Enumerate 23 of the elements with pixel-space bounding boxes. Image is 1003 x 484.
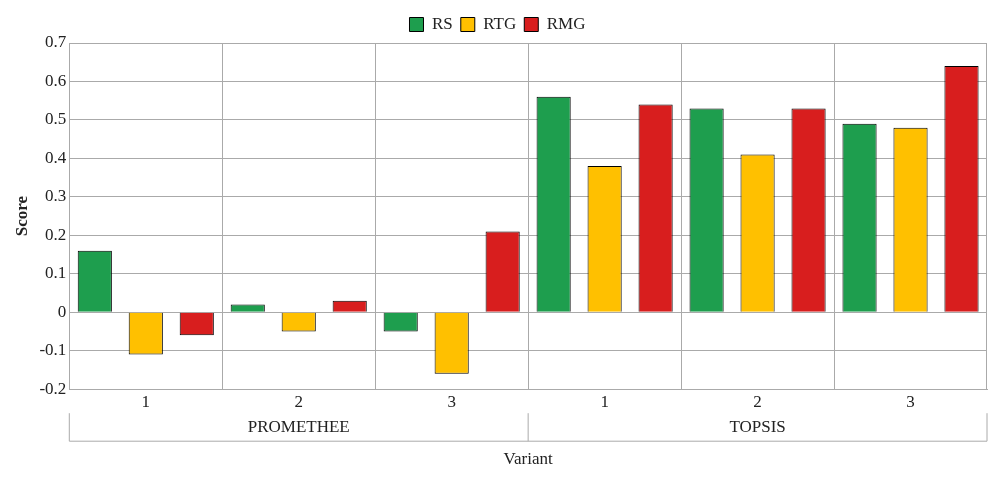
y-tick-label: 0.4 bbox=[45, 147, 67, 167]
y-tick-label: -0.2 bbox=[39, 378, 67, 398]
x-tick-label: 1 bbox=[600, 391, 609, 411]
x-tick-label: 2 bbox=[294, 391, 303, 411]
x-tick-label: 2 bbox=[753, 391, 762, 411]
y-tick-label: 0.7 bbox=[45, 32, 67, 52]
y-tick-label: 0.1 bbox=[45, 263, 67, 283]
y-tick-label: -0.1 bbox=[39, 340, 67, 360]
legend-label: RTG bbox=[483, 13, 517, 33]
text: TOPSIS bbox=[729, 416, 786, 436]
x-axis-title: Variant bbox=[503, 449, 553, 469]
y-tick-label: 0.2 bbox=[45, 224, 67, 244]
text: PROMETHEE bbox=[247, 416, 350, 436]
legend-label: RMG bbox=[546, 13, 586, 33]
y-tick-label: 0.6 bbox=[45, 70, 67, 90]
x-tick-label: 1 bbox=[141, 391, 151, 411]
y-tick-label: 0 bbox=[57, 301, 67, 321]
x-tick-label: 3 bbox=[447, 391, 456, 411]
x-tick-label: 3 bbox=[906, 391, 915, 411]
y-axis-title: Score bbox=[11, 195, 31, 237]
legend-label: RS bbox=[432, 13, 453, 33]
y-tick-label: 0.3 bbox=[45, 186, 67, 206]
y-tick-label: 0.5 bbox=[45, 109, 67, 129]
